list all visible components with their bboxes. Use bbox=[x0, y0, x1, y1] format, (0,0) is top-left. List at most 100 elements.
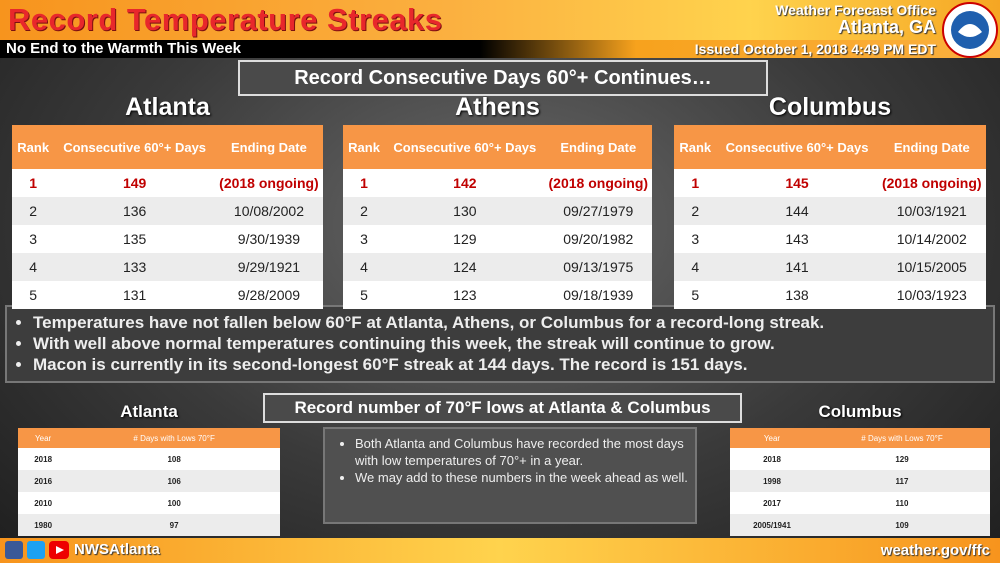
social-icons bbox=[5, 541, 69, 559]
cell: 3 bbox=[343, 225, 386, 253]
cell: 5 bbox=[12, 281, 55, 309]
cell: 130 bbox=[385, 197, 545, 225]
city-name: Athens bbox=[455, 93, 540, 121]
cell: 09/20/1982 bbox=[544, 225, 652, 253]
table-row: 3 135 9/30/1939 bbox=[12, 225, 323, 253]
column-header: Consecutive 60°+ Days bbox=[54, 125, 215, 169]
cell: 143 bbox=[716, 225, 878, 253]
cell: 1 bbox=[12, 169, 55, 197]
column-header: Consecutive 60°+ Days bbox=[716, 125, 878, 169]
table: Rank Consecutive 60°+ Days Ending Date 1 149… bbox=[12, 125, 323, 309]
city-name: Columbus bbox=[818, 402, 902, 421]
bullet-list: Temperatures have not fallen below 60°F … bbox=[7, 312, 993, 375]
table-row: 1 142 (2018 ongoing) bbox=[343, 169, 652, 197]
table: Rank Consecutive 60°+ Days Ending Date 1 145… bbox=[674, 125, 986, 309]
table-row: 2018 108 bbox=[18, 448, 280, 470]
data-table: Rank Consecutive 60°+ Days Ending Date 1 145… bbox=[674, 125, 986, 309]
cell: (2018 ongoing) bbox=[877, 169, 986, 197]
cell: 10/03/1921 bbox=[877, 197, 986, 225]
banner: Record number of 70°F lows at Atlanta & … bbox=[263, 393, 742, 423]
city-name: Atlanta bbox=[125, 93, 210, 121]
cell: 1980 bbox=[18, 514, 69, 536]
data-table: Rank Consecutive 60°+ Days Ending Date 1 149… bbox=[12, 125, 323, 309]
header-band bbox=[0, 0, 1000, 40]
cell: 97 bbox=[68, 514, 280, 536]
bullet: Both Atlanta and Columbus have recorded … bbox=[355, 435, 689, 469]
cell: 2005/1941 bbox=[730, 514, 814, 536]
table: Year # Days with Lows 70°F 2018 129 1998 117 2… bbox=[730, 428, 990, 536]
header-row: Rank Consecutive 60°+ Days Ending Date bbox=[674, 125, 986, 169]
subtitle: No End to the Warmth This Week bbox=[0, 40, 480, 58]
cell: 135 bbox=[54, 225, 215, 253]
table-row: 1998 117 bbox=[730, 470, 990, 492]
table-row: 1 145 (2018 ongoing) bbox=[674, 169, 986, 197]
table-row: 5 123 09/18/1939 bbox=[343, 281, 652, 309]
header-row: Year # Days with Lows 70°F bbox=[730, 428, 990, 448]
bullet-list: Both Atlanta and Columbus have recorded … bbox=[329, 435, 689, 486]
social-handle: NWSAtlanta bbox=[74, 541, 160, 558]
column-header: Ending Date bbox=[214, 125, 323, 169]
cell: 109 bbox=[813, 514, 990, 536]
cell: 10/15/2005 bbox=[877, 253, 986, 281]
logo bbox=[942, 2, 998, 58]
header-row: Rank Consecutive 60°+ Days Ending Date bbox=[343, 125, 652, 169]
cell: 09/18/1939 bbox=[544, 281, 652, 309]
table-row: 2005/1941 109 bbox=[730, 514, 990, 536]
cell: 4 bbox=[12, 253, 55, 281]
data-table: Year # Days with Lows 70°F 2018 129 1998 117 2… bbox=[730, 428, 990, 536]
cell: 2016 bbox=[18, 470, 69, 492]
column-header: # Days with Lows 70°F bbox=[68, 428, 280, 448]
column-header: # Days with Lows 70°F bbox=[813, 428, 990, 448]
cell: 2018 bbox=[730, 448, 814, 470]
cell: 100 bbox=[68, 492, 280, 514]
cell: 10/08/2002 bbox=[214, 197, 323, 225]
title: Record Temperature Streaks bbox=[8, 2, 443, 37]
cell: 117 bbox=[813, 470, 990, 492]
cell: 2017 bbox=[730, 492, 814, 514]
cell: 4 bbox=[343, 253, 386, 281]
table-row: 3 129 09/20/1982 bbox=[343, 225, 652, 253]
cell: 108 bbox=[68, 448, 280, 470]
data-table: Rank Consecutive 60°+ Days Ending Date 1 142… bbox=[343, 125, 652, 309]
cell: 2010 bbox=[18, 492, 69, 514]
bullet: Temperatures have not fallen below 60°F … bbox=[33, 312, 993, 333]
cell: 142 bbox=[385, 169, 545, 197]
bullet-box: Temperatures have not fallen below 60°F … bbox=[5, 305, 995, 383]
column-header: Ending Date bbox=[544, 125, 652, 169]
table-row: 2017 110 bbox=[730, 492, 990, 514]
cell: (2018 ongoing) bbox=[214, 169, 323, 197]
bullet: Macon is currently in its second-longest… bbox=[33, 354, 993, 375]
table-row: 5 131 9/28/2009 bbox=[12, 281, 323, 309]
cell: 5 bbox=[674, 281, 717, 309]
cell: 124 bbox=[385, 253, 545, 281]
column-header: Rank bbox=[12, 125, 55, 169]
cell: 09/27/1979 bbox=[544, 197, 652, 225]
cell: 141 bbox=[716, 253, 878, 281]
location: Atlanta, GA bbox=[837, 17, 936, 37]
city-name: Columbus bbox=[768, 93, 892, 121]
table-row: 3 143 10/14/2002 bbox=[674, 225, 986, 253]
cell: 1 bbox=[674, 169, 717, 197]
cell: 2 bbox=[674, 197, 717, 225]
cell: 110 bbox=[813, 492, 990, 514]
cell: 1998 bbox=[730, 470, 814, 492]
cell: 4 bbox=[674, 253, 717, 281]
column-header: Year bbox=[18, 428, 69, 448]
cell: 136 bbox=[54, 197, 215, 225]
cell: 123 bbox=[385, 281, 545, 309]
table-row: 2010 100 bbox=[18, 492, 280, 514]
issued: Issued October 1, 2018 4:49 PM EDT bbox=[694, 41, 936, 57]
banner: Record Consecutive Days 60°+ Continues… bbox=[238, 60, 768, 96]
cell: 9/28/2009 bbox=[214, 281, 323, 309]
cell: 149 bbox=[54, 169, 215, 197]
cell: 10/03/1923 bbox=[877, 281, 986, 309]
table: Year # Days with Lows 70°F 2018 108 2016 106 2… bbox=[18, 428, 280, 536]
table-row: 4 141 10/15/2005 bbox=[674, 253, 986, 281]
table-row: 2 136 10/08/2002 bbox=[12, 197, 323, 225]
table-row: 2 144 10/03/1921 bbox=[674, 197, 986, 225]
column-header: Consecutive 60°+ Days bbox=[385, 125, 545, 169]
cell: 3 bbox=[12, 225, 55, 253]
cell: 3 bbox=[674, 225, 717, 253]
table-row: 5 138 10/03/1923 bbox=[674, 281, 986, 309]
column-header: Year bbox=[730, 428, 814, 448]
